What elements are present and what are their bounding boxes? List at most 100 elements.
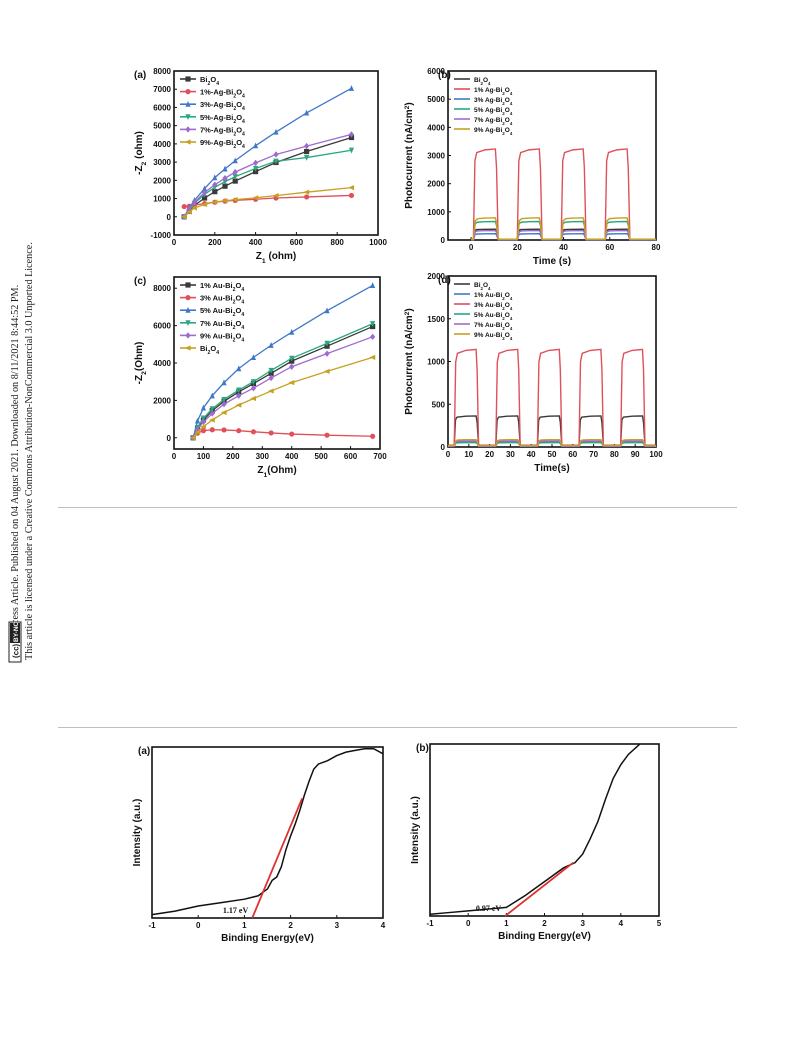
y-tick-label: 2000	[153, 396, 171, 405]
legend-entry: 9% Ag-Bi2O4	[474, 127, 513, 136]
y-tick-label: 7000	[153, 85, 171, 94]
data-point	[272, 193, 279, 199]
data-point	[221, 379, 227, 386]
cc-badge[interactable]: (cc) BY-NC	[8, 621, 22, 663]
legend-entry: 9%-Ag-Bi2O4	[200, 138, 245, 150]
panel-label: (b)	[416, 743, 429, 754]
y-axis-label: -Z2(Ohm)	[134, 342, 148, 385]
data-point	[267, 388, 274, 394]
y-tick-label: 8000	[153, 67, 171, 76]
x-axis-label: Z1(Ohm)	[257, 465, 296, 479]
x-tick-label: 0	[196, 921, 201, 930]
x-tick-label: 0	[172, 238, 177, 247]
data-point	[185, 76, 191, 82]
data-point	[212, 181, 218, 188]
section-divider-2	[58, 727, 737, 728]
x-tick-label: 80	[652, 243, 661, 252]
chart-a: 0 200 400 600 800 1000-1000010002000300040005…	[134, 67, 387, 265]
data-point	[348, 185, 355, 191]
plot-frame	[429, 743, 660, 917]
y-tick-label: -1000	[151, 231, 172, 240]
data-point	[191, 205, 197, 211]
data-point	[185, 101, 191, 107]
panel-label: (b)	[438, 70, 451, 81]
legend-entry: 7% Au-Bi2O4	[200, 319, 244, 331]
y-tick-label: 4000	[153, 359, 171, 368]
y-tick-label: 1500	[427, 315, 445, 324]
data-point	[222, 165, 228, 172]
x-tick-label: 10	[464, 450, 473, 459]
legend-entry: 9% Au-Bi2O4	[200, 331, 244, 343]
data-point	[221, 400, 227, 408]
band-gap-annotation: 0.97 eV	[476, 904, 502, 913]
x-tick-label: 2	[542, 919, 547, 928]
series-line	[192, 323, 373, 439]
chart-e: -1 0 1 2 3 4 Binding Energy(eV) Intensity (a.u.…	[132, 746, 386, 944]
data-point	[184, 139, 191, 145]
data-point	[232, 157, 238, 164]
data-point	[200, 428, 207, 434]
x-tick-label: 80	[610, 450, 619, 459]
x-tick-label: 40	[527, 450, 536, 459]
legend-entry: 3% Au-Bi2O4	[200, 294, 244, 306]
x-tick-label: 500	[314, 452, 328, 461]
chart-c: 0 100 200 300 400 500 600 700 0 2000 4000 6000 8000 Z…	[134, 276, 387, 479]
data-point	[324, 307, 330, 314]
x-tick-label: 20	[485, 450, 494, 459]
x-tick-label: 60	[568, 450, 577, 459]
y-tick-label: 1000	[427, 358, 445, 367]
x-tick-label: 300	[256, 452, 270, 461]
x-tick-label: 20	[513, 243, 522, 252]
data-point	[202, 189, 208, 196]
data-point	[232, 168, 238, 176]
x-axis-label: Time (s)	[533, 256, 571, 267]
data-point	[273, 158, 279, 165]
spectrum-line	[429, 743, 641, 916]
data-point	[268, 342, 274, 348]
data-point	[370, 433, 376, 439]
data-point	[200, 423, 207, 430]
x-tick-label: 0	[446, 450, 451, 459]
x-tick-label: 30	[506, 450, 515, 459]
data-point	[209, 410, 215, 417]
panel-label: (a)	[134, 70, 146, 81]
series-line	[471, 217, 656, 240]
license-line-1: Open Access Article. Published on 04 Aug…	[10, 285, 21, 660]
data-point	[250, 354, 257, 360]
data-point	[212, 174, 218, 181]
data-point	[232, 174, 238, 180]
data-point	[268, 367, 274, 374]
legend-entry: Bi2O4	[200, 75, 219, 87]
data-point	[194, 429, 201, 435]
x-axis-label: Time(s)	[534, 463, 569, 474]
legend-entry: 9% Au-Bi2O4	[474, 332, 513, 341]
cc-icon: (cc)	[12, 643, 21, 658]
x-axis-label: Binding Energy(eV)	[498, 931, 591, 942]
legend-entry: 5% Au-Bi2O4	[200, 306, 244, 318]
y-axis-label: Photocurrent (nA/cm2)	[404, 308, 416, 415]
legend-entry: 5% Au-Bi2O4	[474, 312, 513, 321]
data-point	[253, 165, 259, 172]
data-point	[289, 355, 295, 362]
x-tick-label: 4	[381, 921, 386, 930]
data-point	[252, 195, 259, 201]
x-tick-label: 0	[172, 452, 177, 461]
panel-label: (d)	[438, 275, 451, 286]
data-point	[236, 392, 242, 399]
data-point	[370, 282, 376, 289]
data-point	[209, 392, 215, 399]
legend-entry: 3% Au-Bi2O4	[474, 302, 513, 311]
y-axis-label: Intensity (a.u.)	[132, 799, 143, 867]
x-tick-label: 2	[288, 921, 293, 930]
chart-f: -1 0 1 2 3 4 5 Binding Energy(eV) Intensity (a.u…	[410, 743, 662, 942]
data-point	[289, 431, 295, 437]
legend-entry: 7% Ag-Bi2O4	[474, 117, 513, 126]
series-line	[192, 356, 373, 439]
x-tick-label: 800	[331, 238, 345, 247]
data-point	[289, 328, 295, 335]
data-point	[200, 415, 207, 422]
data-point	[273, 151, 279, 158]
data-point	[211, 199, 218, 205]
data-point	[220, 409, 227, 416]
